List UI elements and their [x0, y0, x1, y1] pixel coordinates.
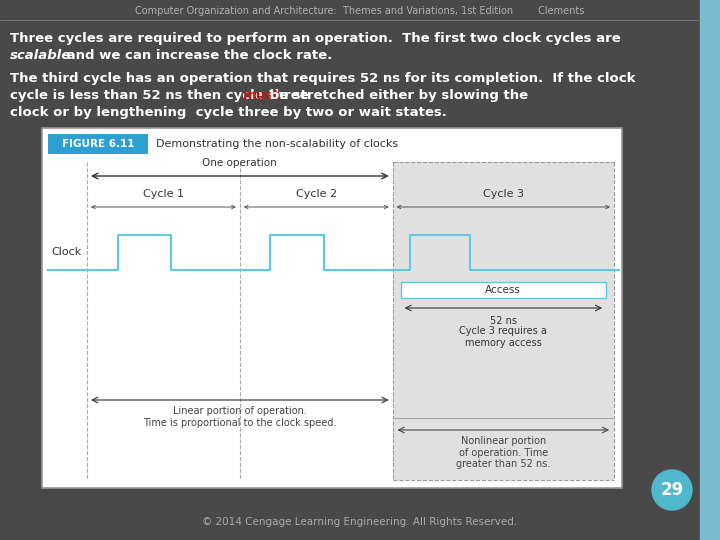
Text: Nonlinear portion
of operation. Time
greater than 52 ns.: Nonlinear portion of operation. Time gre…: [456, 436, 551, 469]
Bar: [42, 128, 622, 488]
Bar: [400, 282, 606, 298]
Text: 29: 29: [660, 481, 683, 499]
Text: be stretched either by slowing the: be stretched either by slowing the: [265, 89, 528, 102]
Text: and we can increase the clock rate.: and we can increase the clock rate.: [62, 49, 332, 62]
Text: Cycle 2: Cycle 2: [296, 189, 337, 199]
Text: Cycle 3: Cycle 3: [483, 189, 524, 199]
Text: FIGURE 6.11: FIGURE 6.11: [62, 139, 134, 149]
Text: Clock: Clock: [52, 247, 82, 257]
Text: Cycle 1: Cycle 1: [143, 189, 184, 199]
Text: One operation: One operation: [202, 158, 277, 168]
Text: Cycle 3 requires a
memory access: Cycle 3 requires a memory access: [459, 326, 547, 348]
Bar: [392, 162, 614, 480]
Text: Access: Access: [485, 285, 521, 295]
Text: must: must: [243, 89, 281, 102]
Text: Linear portion of operation.
Time is proportional to the clock speed.: Linear portion of operation. Time is pro…: [143, 406, 336, 428]
Text: 52 ns: 52 ns: [490, 316, 517, 326]
Text: scalable: scalable: [10, 49, 71, 62]
Text: © 2014 Cengage Learning Engineering. All Rights Reserved.: © 2014 Cengage Learning Engineering. All…: [202, 517, 518, 527]
Text: Computer Organization and Architecture:  Themes and Variations, 1st Edition     : Computer Organization and Architecture: …: [135, 6, 585, 16]
Text: clock or by lengthening  cycle three by two or wait states.: clock or by lengthening cycle three by t…: [10, 106, 447, 119]
Text: cycle is less than 52 ns then cycle three: cycle is less than 52 ns then cycle thre…: [10, 89, 313, 102]
Text: Three cycles are required to perform an operation.  The first two clock cycles a: Three cycles are required to perform an …: [10, 32, 621, 45]
Bar: [48, 134, 148, 154]
Circle shape: [652, 470, 692, 510]
Bar: [700, 0, 720, 540]
Text: Demonstrating the non-scalability of clocks: Demonstrating the non-scalability of clo…: [156, 139, 398, 149]
Text: The third cycle has an operation that requires 52 ns for its completion.  If the: The third cycle has an operation that re…: [10, 72, 636, 85]
